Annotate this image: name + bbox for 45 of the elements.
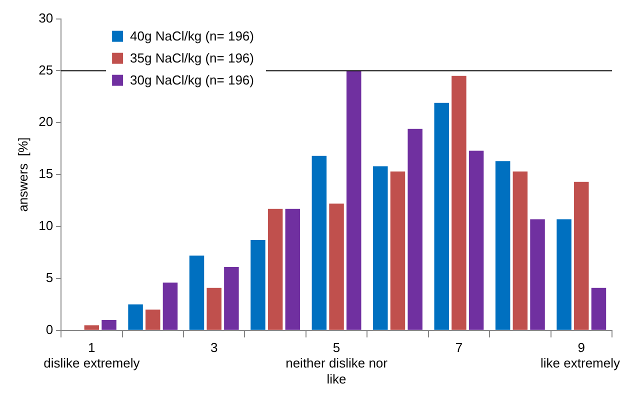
text: like extremely [540,355,620,370]
x-tick-label: 5 [332,340,340,355]
bar [146,310,160,330]
bar [452,76,466,330]
x-tick-label: 7 [455,340,463,355]
bar [162,282,178,330]
bar [268,208,283,330]
legend-label: 35g NaCl/kg (n= 196) [130,50,254,66]
bar [591,288,606,330]
bar [495,161,510,330]
y-tick-label: 10 [38,218,54,234]
bar [530,219,545,330]
bar [102,320,116,330]
y-tick-label: 5 [46,270,54,286]
y-tick-label: 0 [46,322,54,337]
y-axis-title: answers [%] [15,137,30,212]
legend-label: 40g NaCl/kg (n= 196) [130,28,254,44]
bar [206,288,222,330]
bar [434,102,449,330]
bar [189,256,204,330]
legend-label: 30g NaCl/kg (n= 196) [130,72,254,88]
bar [84,325,100,330]
bar [373,166,388,330]
bar [556,219,572,330]
y-tick-label: 30 [38,10,54,26]
text: dislike extremely [44,355,140,370]
bar [224,267,239,330]
bar [408,128,422,330]
x-tick-label: 9 [578,340,586,355]
text: neither dislike nor like [286,355,388,386]
bar [250,240,266,330]
bar [285,208,300,330]
bar [512,171,528,330]
x-tick-label: 3 [210,340,218,355]
bar [390,171,406,330]
y-tick-label: 20 [38,114,54,130]
bar [329,204,344,330]
bar [574,182,589,330]
y-tick-label: 15 [38,166,54,182]
bar [468,150,484,330]
bar [312,156,327,330]
x-tick-label: 1 [88,340,96,355]
bar [346,70,362,330]
y-tick-label: 25 [38,62,54,78]
bar [128,304,143,330]
